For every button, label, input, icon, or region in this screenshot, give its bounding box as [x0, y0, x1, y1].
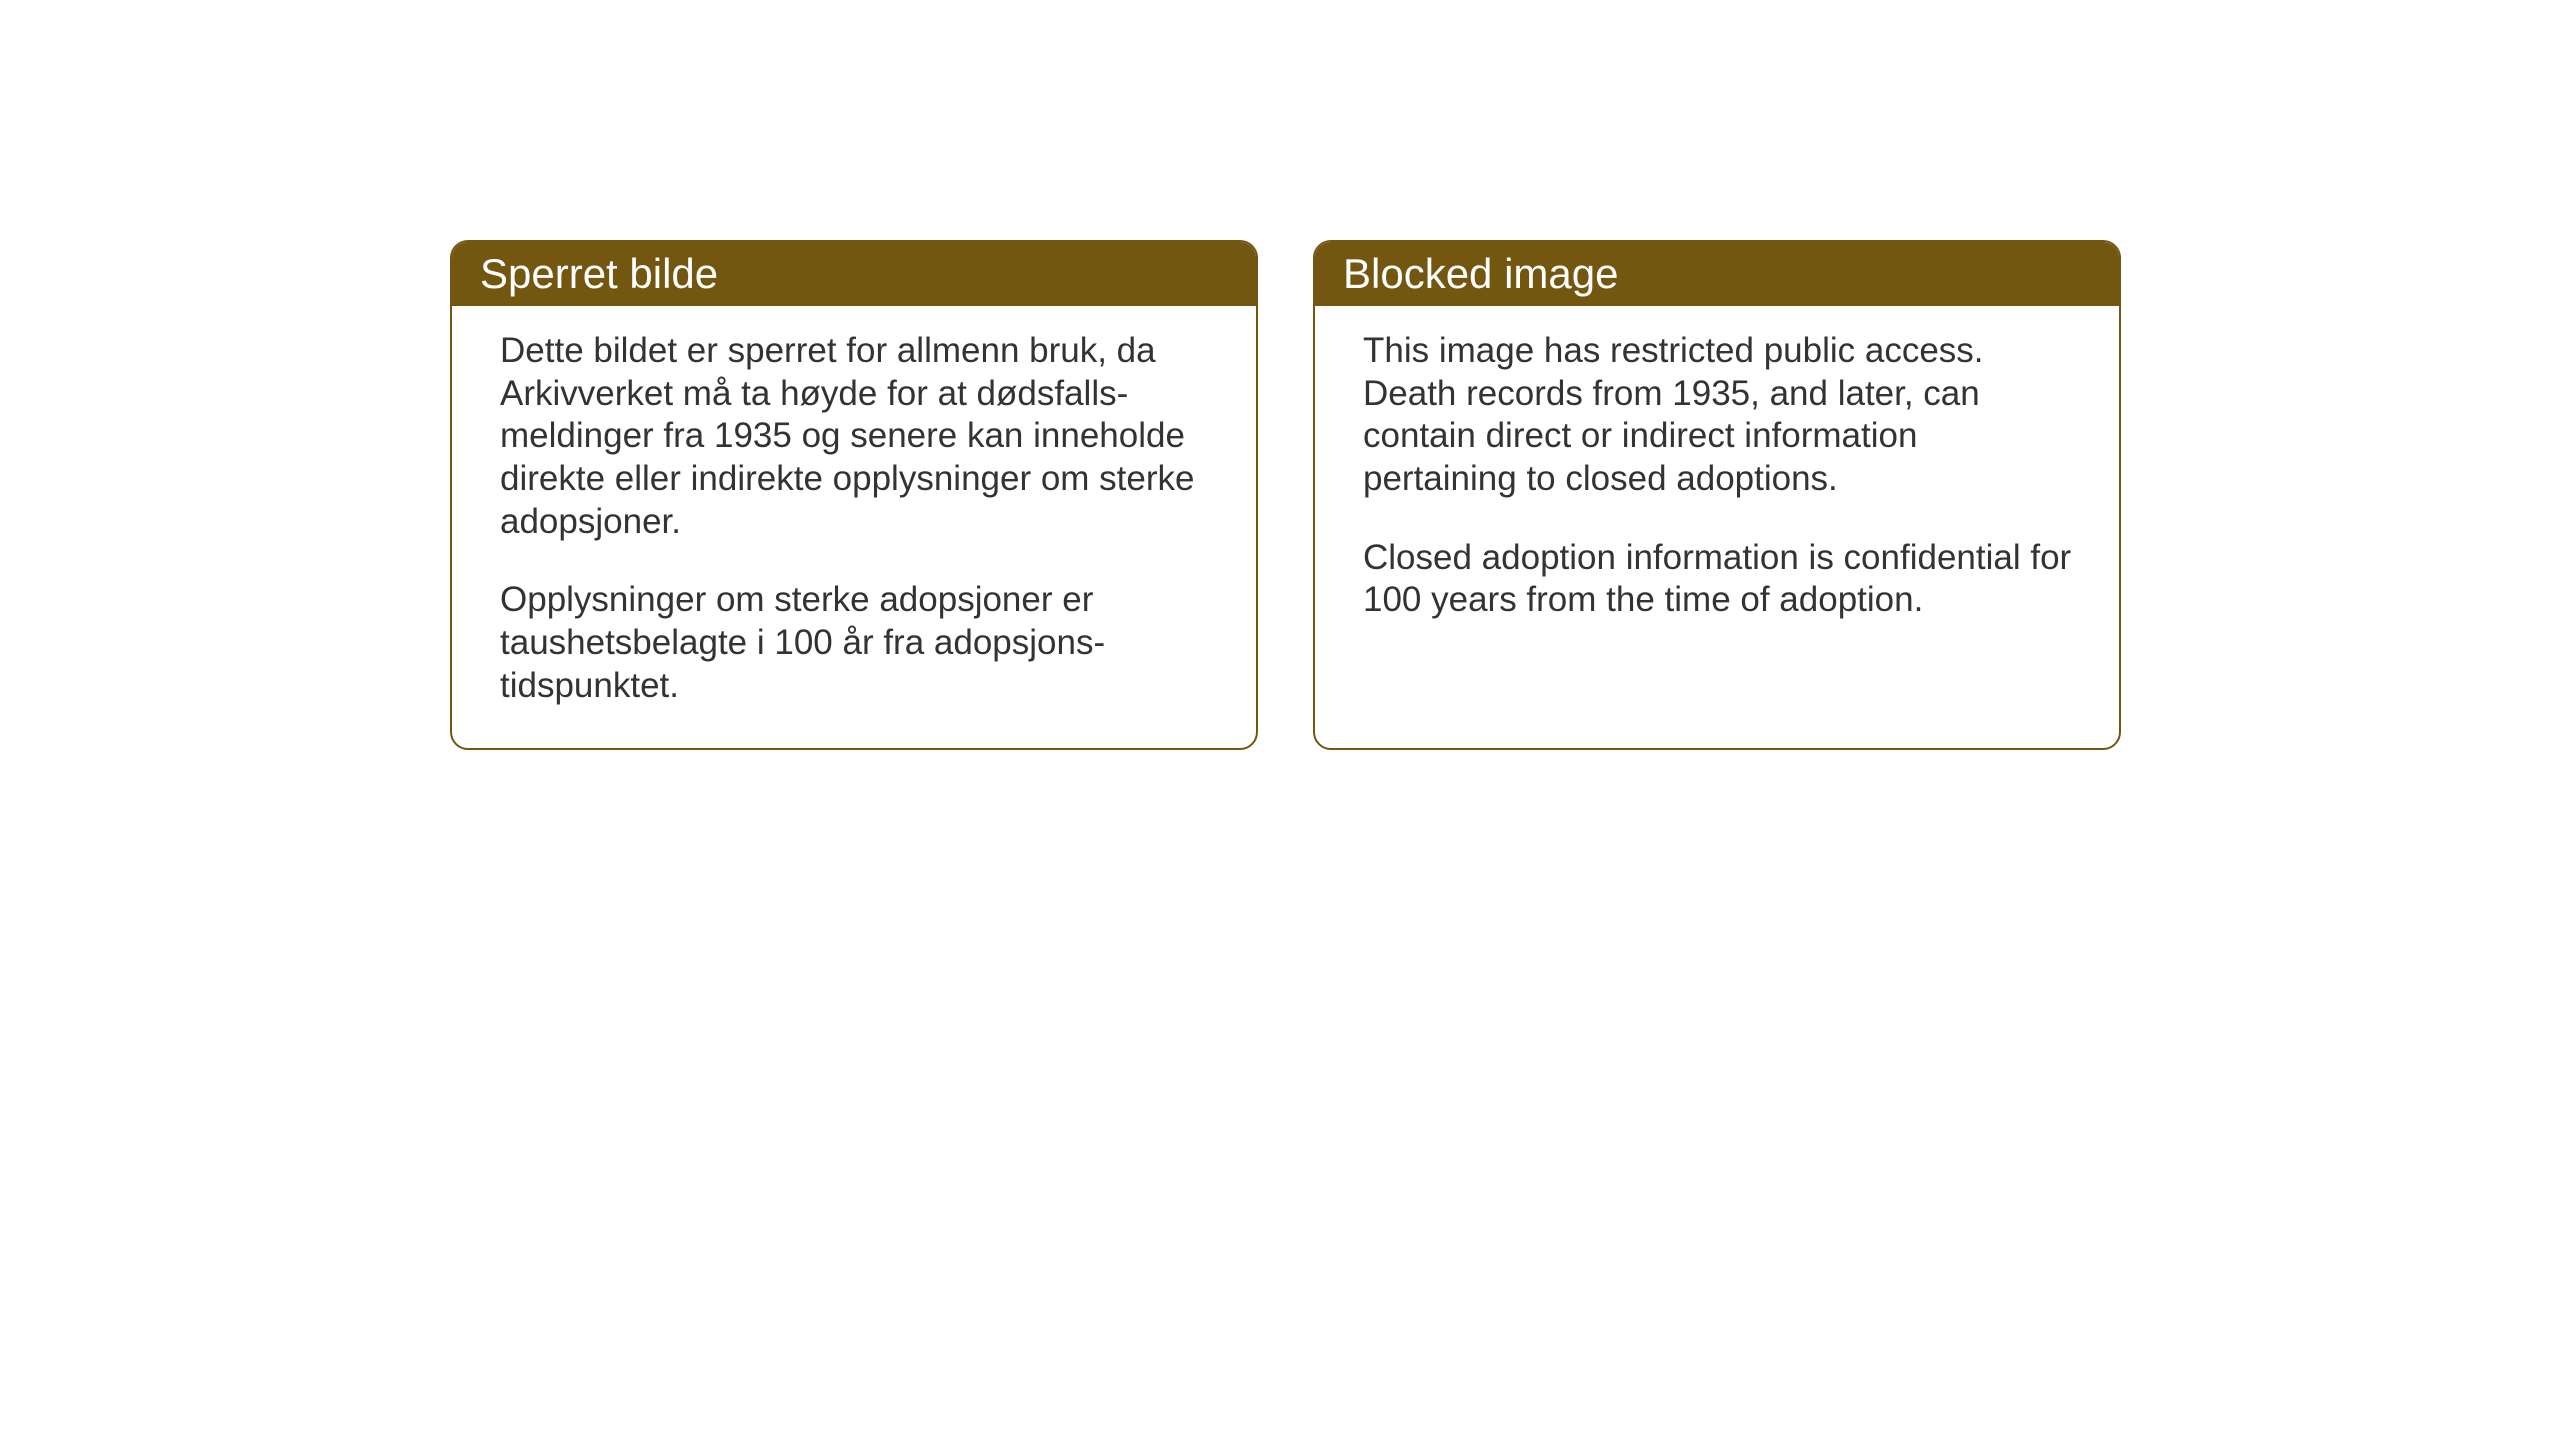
- norwegian-card-header: Sperret bilde: [452, 242, 1256, 306]
- norwegian-card-body: Dette bildet er sperret for allmenn bruk…: [452, 306, 1256, 748]
- norwegian-paragraph-2: Opplysninger om sterke adopsjoner er tau…: [500, 579, 1216, 707]
- english-card-title: Blocked image: [1343, 250, 1618, 297]
- english-paragraph-2: Closed adoption information is confident…: [1363, 537, 2079, 622]
- norwegian-card: Sperret bilde Dette bildet er sperret fo…: [450, 240, 1258, 750]
- english-card: Blocked image This image has restricted …: [1313, 240, 2121, 750]
- english-card-body: This image has restricted public access.…: [1315, 306, 2119, 662]
- norwegian-card-title: Sperret bilde: [480, 250, 718, 297]
- english-paragraph-1: This image has restricted public access.…: [1363, 330, 2079, 501]
- cards-container: Sperret bilde Dette bildet er sperret fo…: [0, 0, 2560, 750]
- norwegian-paragraph-1: Dette bildet er sperret for allmenn bruk…: [500, 330, 1216, 543]
- english-card-header: Blocked image: [1315, 242, 2119, 306]
